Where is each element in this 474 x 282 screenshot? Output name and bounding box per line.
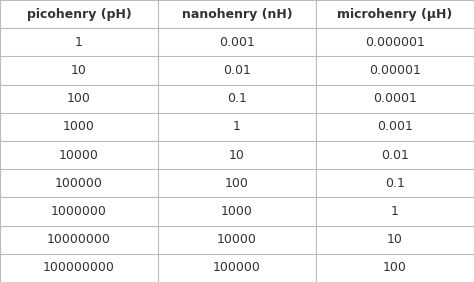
Text: 0.001: 0.001 [219,36,255,49]
Text: 0.1: 0.1 [227,92,247,105]
Text: 0.000001: 0.000001 [365,36,425,49]
Text: 0.0001: 0.0001 [373,92,417,105]
Text: picohenry (pH): picohenry (pH) [27,8,131,21]
Text: 1000: 1000 [221,205,253,218]
Text: 10: 10 [387,233,403,246]
Text: 10000: 10000 [59,149,99,162]
Text: 10000: 10000 [217,233,257,246]
Text: nanohenry (nH): nanohenry (nH) [182,8,292,21]
Text: 1000: 1000 [63,120,95,133]
Text: 100: 100 [225,177,249,190]
Text: 1: 1 [233,120,241,133]
Text: 0.01: 0.01 [223,64,251,77]
Text: 10000000: 10000000 [47,233,111,246]
Text: 10: 10 [71,64,87,77]
Text: 100000000: 100000000 [43,261,115,274]
Text: 1: 1 [391,205,399,218]
Text: 100: 100 [67,92,91,105]
Text: 0.1: 0.1 [385,177,405,190]
Text: 1000000: 1000000 [51,205,107,218]
Text: 100000: 100000 [55,177,103,190]
Text: 100000: 100000 [213,261,261,274]
Text: 100: 100 [383,261,407,274]
Text: 10: 10 [229,149,245,162]
Text: 1: 1 [75,36,83,49]
Text: microhenry (μH): microhenry (μH) [337,8,453,21]
Text: 0.01: 0.01 [381,149,409,162]
Text: 0.001: 0.001 [377,120,413,133]
Text: 0.00001: 0.00001 [369,64,421,77]
